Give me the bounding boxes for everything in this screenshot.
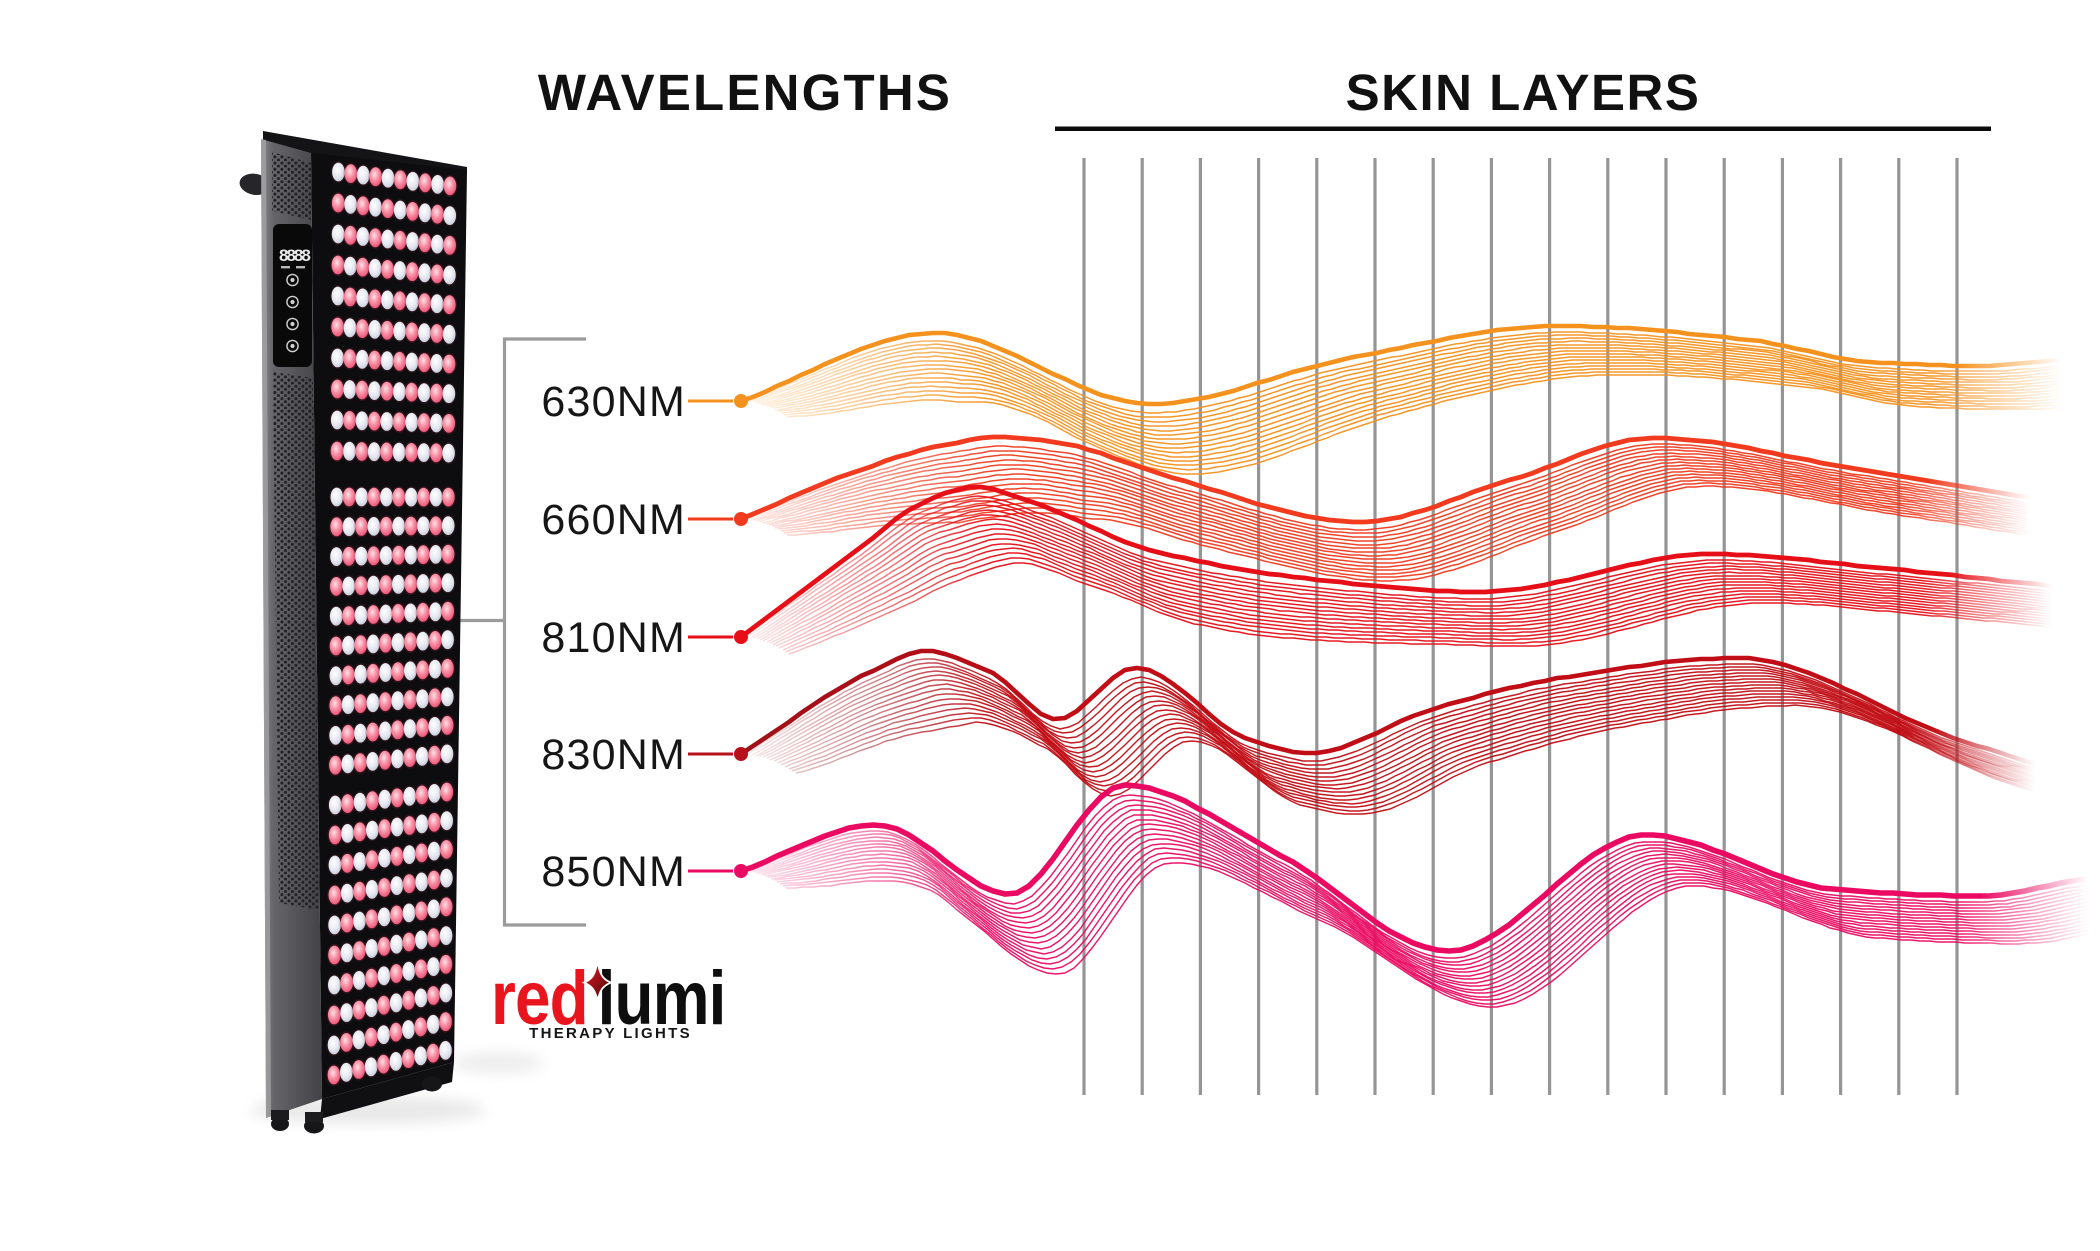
svg-text:630NM: 630NM <box>541 378 686 426</box>
svg-text:WAVELENGTHS: WAVELENGTHS <box>538 64 952 121</box>
svg-text:830NM: 830NM <box>541 731 686 779</box>
svg-text:850NM: 850NM <box>541 848 686 896</box>
svg-text:THERAPY LIGHTS: THERAPY LIGHTS <box>529 1025 692 1042</box>
svg-text:8888: 8888 <box>279 246 310 265</box>
svg-text:red: red <box>491 955 588 1041</box>
svg-text:810NM: 810NM <box>541 614 686 662</box>
svg-text:SKIN LAYERS: SKIN LAYERS <box>1346 64 1701 121</box>
svg-text:660NM: 660NM <box>541 496 686 544</box>
svg-text:lumi: lumi <box>598 955 726 1041</box>
